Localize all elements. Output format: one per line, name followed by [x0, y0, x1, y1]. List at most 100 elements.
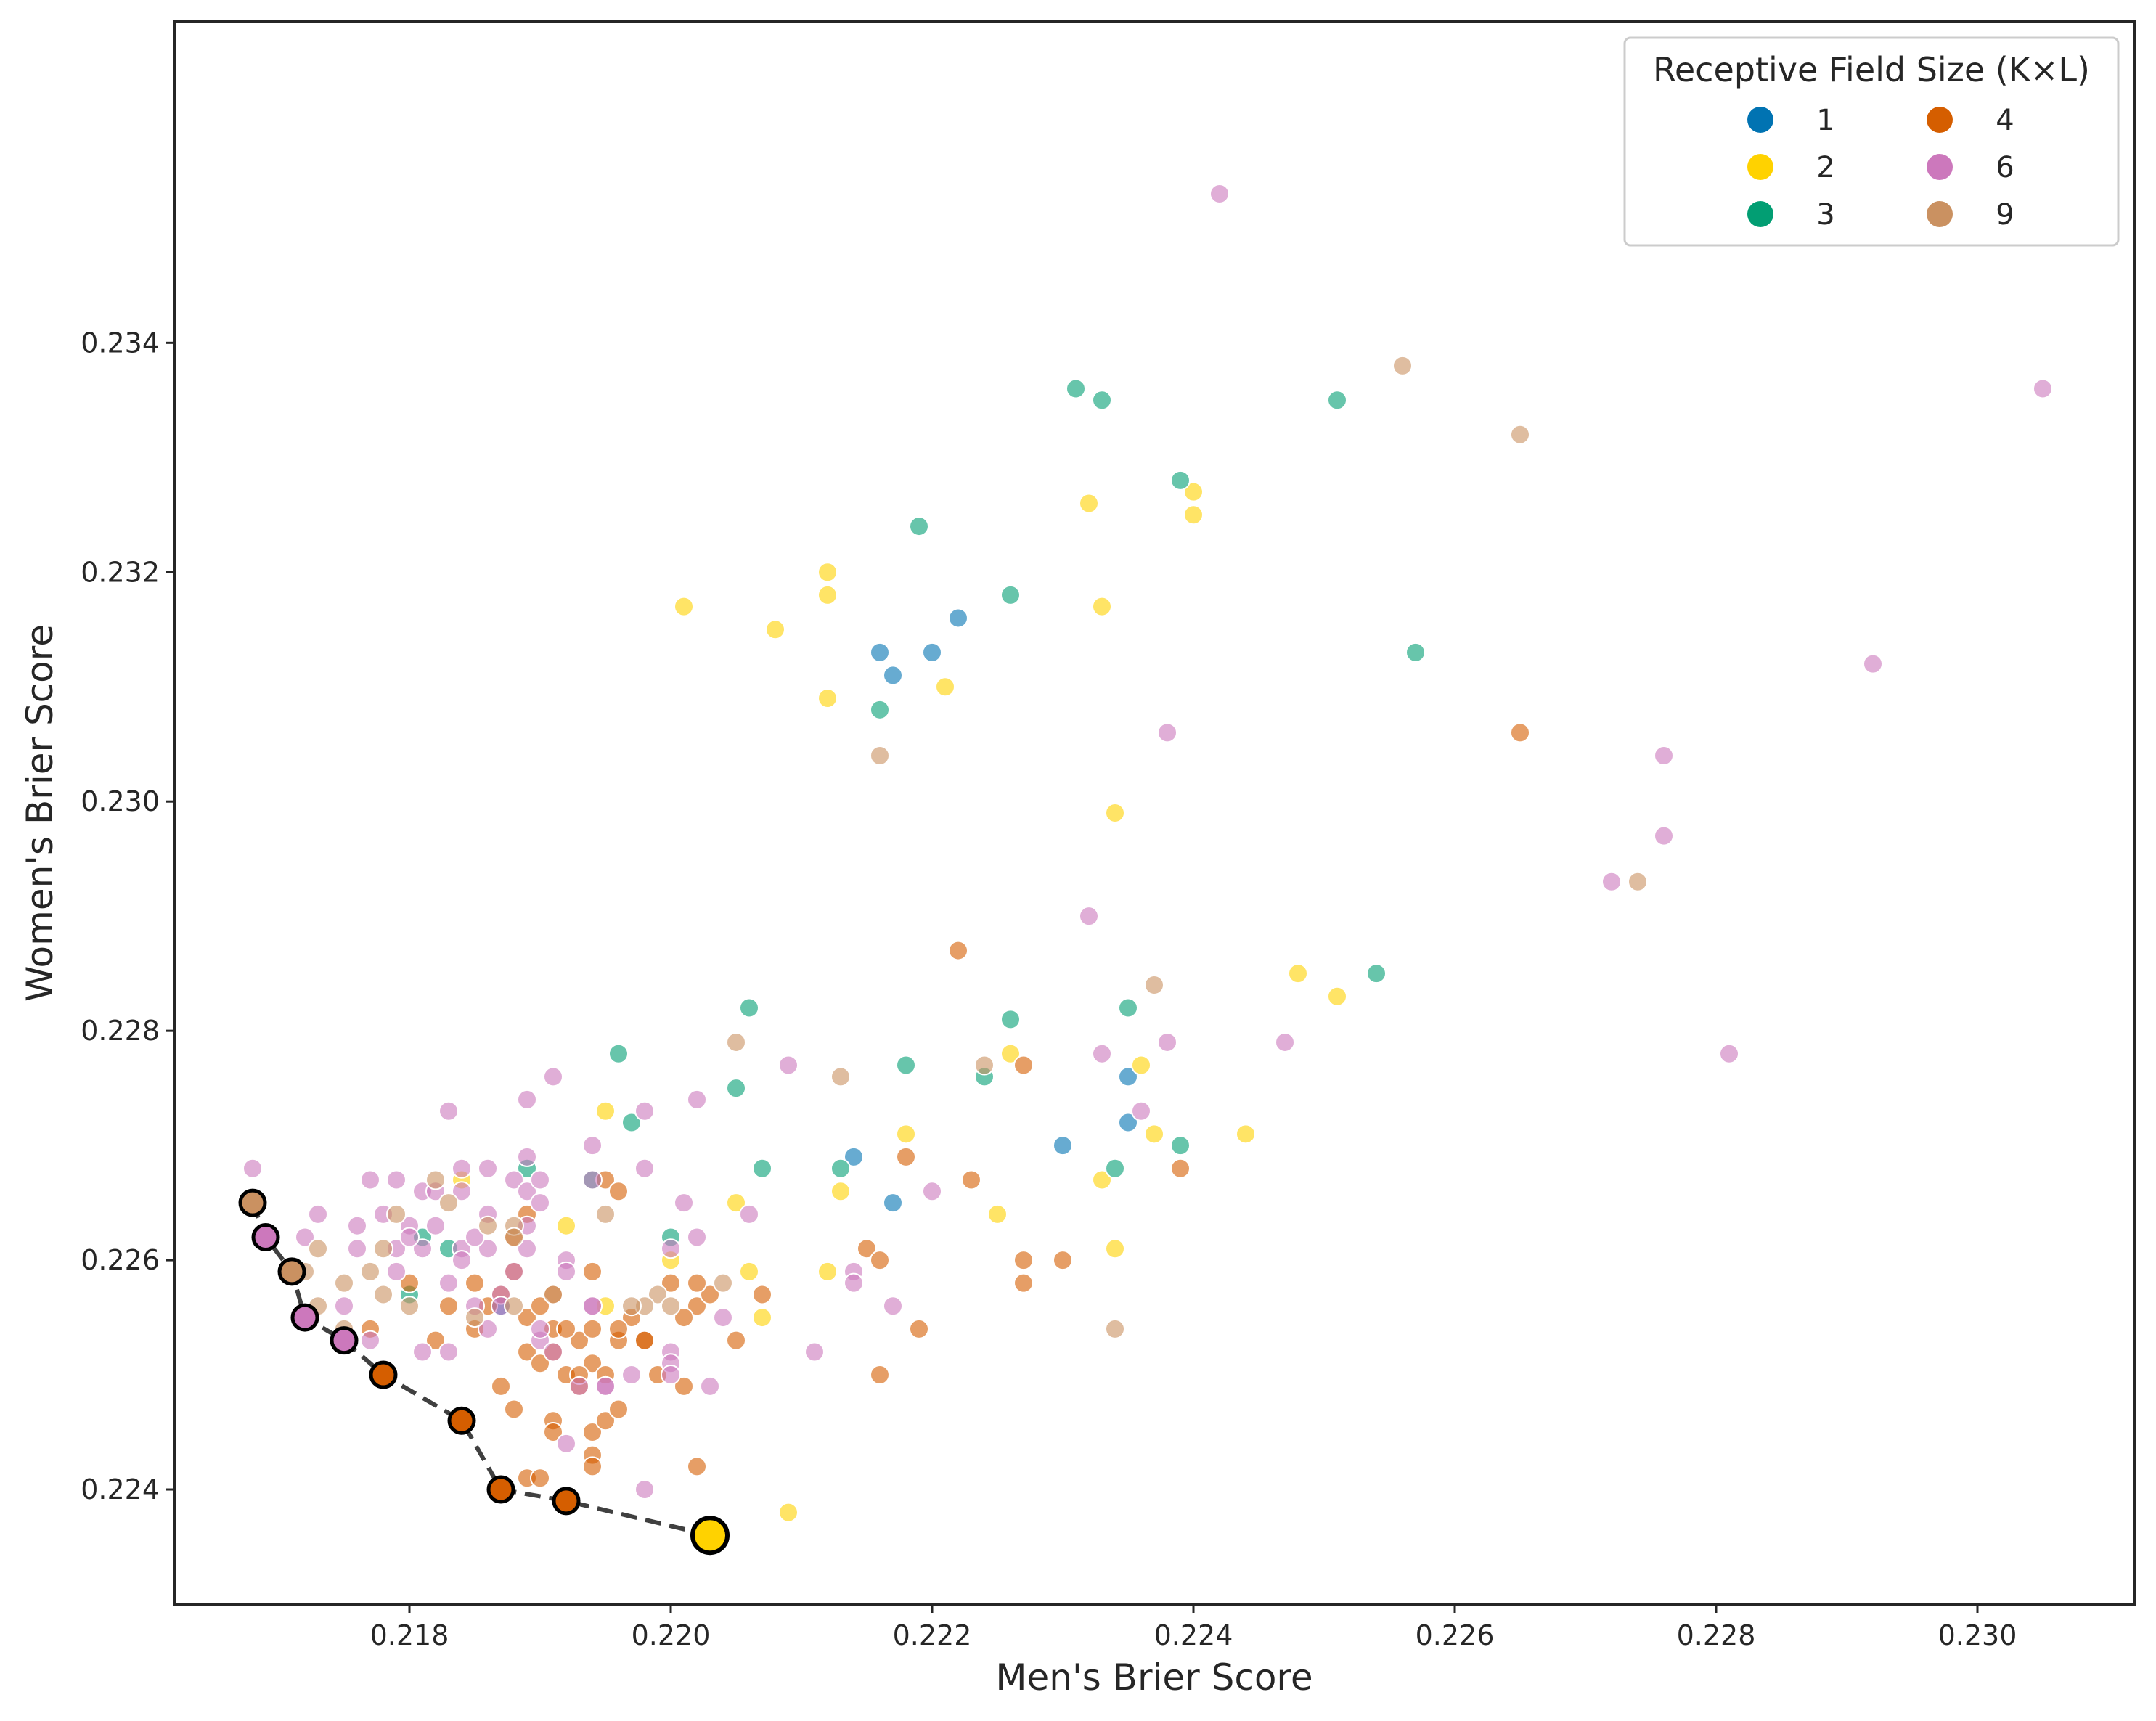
point-group-6-62: [517, 1238, 537, 1259]
point-group-1-5: [883, 1193, 903, 1214]
point-group-4-26: [517, 1341, 537, 1362]
point-group-6-8: [1719, 1043, 1739, 1064]
point-group-6-15: [739, 1203, 759, 1225]
point-group-3-7: [1405, 642, 1426, 663]
y-axis-label: Women's Brier Score: [19, 624, 61, 1002]
point-group-4-7: [870, 1250, 890, 1271]
point-group-1-2: [922, 642, 942, 663]
point-group-4-65: [634, 1330, 655, 1351]
legend-marker-1: [1747, 107, 1773, 133]
x-tick-label-2: 0.222: [893, 1619, 972, 1651]
point-group-4-31: [543, 1422, 563, 1443]
point-group-2-28: [595, 1100, 616, 1121]
point-group-9-17: [425, 1169, 446, 1190]
point-group-4-36: [595, 1410, 616, 1431]
point-group-9-4: [870, 745, 890, 767]
point-group-4-21: [582, 1456, 603, 1477]
point-group-6-41: [478, 1158, 498, 1179]
point-group-9-16: [438, 1193, 459, 1214]
point-group-9-2: [1628, 871, 1648, 892]
point-group-6-11: [1092, 1043, 1112, 1064]
point-group-4-0: [1510, 722, 1530, 743]
point-group-6-64: [530, 1169, 550, 1190]
point-group-3-9: [1000, 1009, 1021, 1030]
point-group-6-46: [347, 1215, 367, 1236]
y-axis-ticks: 0.224 0.226 0.228 0.230 0.232 0.234: [81, 327, 174, 1505]
point-group-6-44: [386, 1169, 407, 1190]
point-group-4-46: [661, 1272, 681, 1293]
point-group-4-41: [674, 1375, 694, 1397]
point-group-2-1: [674, 596, 694, 617]
point-group-6-42: [438, 1100, 459, 1121]
pareto-point-9: [690, 1516, 730, 1556]
point-group-9-26: [373, 1284, 393, 1305]
point-group-2-5: [817, 688, 838, 709]
point-group-6-12: [1131, 1100, 1151, 1121]
legend-label-2: 2: [1816, 151, 1834, 184]
pareto-point-2: [277, 1257, 306, 1286]
point-group-6-37: [517, 1146, 537, 1167]
pareto-front-line: [250, 1202, 711, 1538]
point-group-4-27: [517, 1307, 537, 1328]
point-group-6-6: [1601, 871, 1622, 892]
point-group-6-25: [661, 1365, 681, 1386]
point-group-4-6: [857, 1238, 877, 1259]
point-group-6-35: [543, 1066, 563, 1087]
point-group-6-26: [687, 1227, 707, 1248]
point-group-6-50: [334, 1296, 354, 1317]
point-group-4-53: [465, 1272, 485, 1293]
point-group-4-19: [530, 1468, 550, 1489]
point-group-6-4: [1654, 745, 1674, 767]
point-group-3-17: [1170, 1135, 1191, 1156]
point-group-2-19: [896, 1124, 916, 1145]
point-group-6-10: [1157, 1031, 1177, 1052]
y-tick-label-2: 0.228: [81, 1015, 160, 1047]
pareto-point-0: [238, 1188, 267, 1217]
legend-marker-6: [1927, 154, 1953, 180]
point-group-2-16: [1144, 1124, 1164, 1145]
point-group-9-6: [830, 1066, 851, 1087]
legend-label-4: 4: [1996, 104, 2014, 137]
point-group-6-84: [530, 1318, 550, 1339]
point-group-4-67: [582, 1353, 603, 1374]
y-tick-label-0: 0.224: [81, 1473, 160, 1505]
point-group-6-19: [804, 1341, 825, 1362]
point-group-4-44: [726, 1330, 746, 1351]
point-group-6-34: [582, 1135, 603, 1156]
point-group-4-8: [1013, 1250, 1034, 1271]
pareto-point-3: [290, 1303, 319, 1332]
point-group-9-0: [1392, 355, 1413, 376]
x-tick-label-0: 0.218: [370, 1619, 449, 1651]
legend: Receptive Field Size (K×L) 1 2 3 4 6 9: [1623, 36, 2120, 247]
point-group-4-45: [752, 1284, 772, 1305]
legend-box: [1623, 36, 2120, 247]
point-group-6-61: [504, 1261, 524, 1282]
point-group-6-55: [452, 1181, 472, 1202]
point-group-6-31: [634, 1158, 655, 1179]
point-group-3-10: [1118, 997, 1138, 1018]
point-group-6-54: [452, 1158, 472, 1179]
point-group-4-64: [608, 1318, 629, 1339]
point-group-6-57: [438, 1272, 459, 1293]
point-group-4-37: [608, 1399, 629, 1420]
point-group-2-26: [726, 1193, 746, 1214]
point-group-9-1: [1510, 424, 1530, 445]
point-group-3-0: [1066, 378, 1086, 399]
point-group-4-55: [425, 1330, 446, 1351]
point-group-9-10: [648, 1284, 668, 1305]
point-group-2-3: [817, 562, 838, 583]
point-group-9-8: [1105, 1318, 1125, 1339]
pareto-front: [238, 1188, 730, 1556]
point-group-4-22: [687, 1456, 707, 1477]
legend-marker-3: [1747, 201, 1773, 227]
point-group-2-20: [830, 1181, 851, 1202]
point-group-3-5: [1000, 584, 1021, 605]
point-group-1-8: [1118, 1112, 1138, 1133]
point-group-6-9: [1275, 1031, 1295, 1052]
point-group-6-45: [360, 1169, 380, 1190]
point-group-9-21: [334, 1272, 354, 1293]
pareto-point-5: [369, 1360, 398, 1389]
point-group-3-12: [608, 1043, 629, 1064]
